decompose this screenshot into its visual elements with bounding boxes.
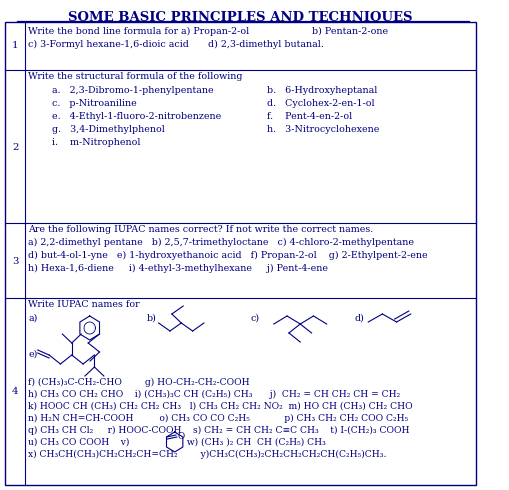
Text: 1: 1 <box>12 42 18 50</box>
Text: c.   p-Nitroaniline: c. p-Nitroaniline <box>52 99 137 108</box>
Text: e.   4-Ethyl-1-fluoro-2-nitrobenzene: e. 4-Ethyl-1-fluoro-2-nitrobenzene <box>52 112 221 121</box>
Text: SOME BASIC PRINCIPLES AND TECHNIQUES: SOME BASIC PRINCIPLES AND TECHNIQUES <box>68 11 412 24</box>
Text: a): a) <box>29 314 38 323</box>
Text: n) H₂N CH=CH-COOH         o) CH₃ CO CO C₂H₅            p) CH₃ CH₂ CH₂ COO C₂H₅: n) H₂N CH=CH-COOH o) CH₃ CO CO C₂H₅ p) C… <box>29 414 409 423</box>
Text: g.   3,4-Dimethylphenol: g. 3,4-Dimethylphenol <box>52 125 165 134</box>
Text: Write the structural formula of the following: Write the structural formula of the foll… <box>29 72 243 81</box>
Text: 4: 4 <box>12 388 18 396</box>
Text: h) CH₃ CO CH₂ CHO    i) (CH₃)₃C CH (C₂H₅) CH₃      j)  CH₂ = CH CH₂ CH = CH₂: h) CH₃ CO CH₂ CHO i) (CH₃)₃C CH (C₂H₅) C… <box>29 390 401 399</box>
Text: f) (CH₃)₃C-CH₂-CHO        g) HO-CH₂-CH₂-COOH: f) (CH₃)₃C-CH₂-CHO g) HO-CH₂-CH₂-COOH <box>29 378 250 387</box>
Text: c) 3-Formyl hexane-1,6-dioic acid: c) 3-Formyl hexane-1,6-dioic acid <box>29 40 189 49</box>
Text: Write IUPAC names for: Write IUPAC names for <box>29 300 140 309</box>
Text: a) 2,2-dimethyl pentane   b) 2,5,7-trimethyloctane   c) 4-chloro-2-methylpentane: a) 2,2-dimethyl pentane b) 2,5,7-trimeth… <box>29 238 414 247</box>
Text: Write the bond line formula for: Write the bond line formula for <box>29 27 179 36</box>
Text: h.   3-Nitrocyclohexene: h. 3-Nitrocyclohexene <box>267 125 380 134</box>
Text: c): c) <box>250 314 260 323</box>
Text: k) HOOC CH (CH₃) CH₂ CH₂ CH₃   l) CH₃ CH₂ CH₂ NO₂  m) HO CH (CH₃) CH₂ CHO: k) HOOC CH (CH₃) CH₂ CH₂ CH₃ l) CH₃ CH₂ … <box>29 402 413 411</box>
Text: h) Hexa-1,6-diene     i) 4-ethyl-3-methylhexane     j) Pent-4-ene: h) Hexa-1,6-diene i) 4-ethyl-3-methylhex… <box>29 264 328 273</box>
Text: b.   6-Hydroxyheptanal: b. 6-Hydroxyheptanal <box>267 86 378 95</box>
Text: O: O <box>178 432 185 441</box>
Text: d) but-4-ol-1-yne   e) 1-hydroxyethanoic acid   f) Propan-2-ol    g) 2-Ethylpent: d) but-4-ol-1-yne e) 1-hydroxyethanoic a… <box>29 251 428 260</box>
Text: x) CH₃CH(CH₃)CH₂CH₂CH=CH₂        y)CH₃C(CH₃)₂CH₂CH₂CH₂CH(C₂H₅)CH₃.: x) CH₃CH(CH₃)CH₂CH₂CH=CH₂ y)CH₃C(CH₃)₂CH… <box>29 450 387 459</box>
Text: b): b) <box>147 314 156 323</box>
Text: d) 2,3-dimethyl butanal.: d) 2,3-dimethyl butanal. <box>208 40 324 49</box>
Text: u) CH₃ CO COOH    v)                    w) (CH₃ )₂ CH  CH (C₂H₅) CH₃: u) CH₃ CO COOH v) w) (CH₃ )₂ CH CH (C₂H₅… <box>29 438 326 447</box>
Text: b) Pentan-2-one: b) Pentan-2-one <box>312 27 388 36</box>
Text: e): e) <box>29 350 38 359</box>
Text: f.    Pent-4-en-2-ol: f. Pent-4-en-2-ol <box>267 112 352 121</box>
Text: i.    m-Nitrophenol: i. m-Nitrophenol <box>52 138 140 147</box>
Text: a.   2,3-Dibromo-1-phenylpentane: a. 2,3-Dibromo-1-phenylpentane <box>52 86 214 95</box>
Text: d): d) <box>354 314 364 323</box>
Text: a) Propan-2-ol: a) Propan-2-ol <box>181 27 249 36</box>
Text: q) CH₃ CH Cl₂     r) HOOC-COOH    s) CH₂ = CH CH₂ C≡C CH₃    t) I-(CH₂)₃ COOH: q) CH₃ CH Cl₂ r) HOOC-COOH s) CH₂ = CH C… <box>29 426 410 435</box>
Text: d.   Cyclohex-2-en-1-ol: d. Cyclohex-2-en-1-ol <box>267 99 375 108</box>
Text: Are the following IUPAC names correct? If not write the correct names.: Are the following IUPAC names correct? I… <box>29 225 374 234</box>
Text: 3: 3 <box>12 256 18 266</box>
Text: 2: 2 <box>12 143 18 151</box>
